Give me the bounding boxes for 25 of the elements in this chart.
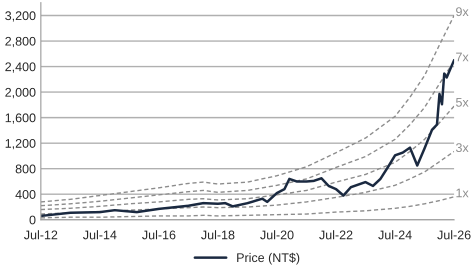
x-tick-label: Jul-14 (83, 230, 117, 240)
y-tick-label: 1,200 (6, 138, 36, 150)
series-label: 9x (456, 7, 469, 16)
series-label: 5x (456, 98, 469, 107)
x-tick-label: Jul-20 (260, 230, 294, 240)
x-tick-label: Jul-12 (24, 230, 58, 240)
x-tick-label: Jul-26 (437, 230, 471, 240)
series-label: 7x (456, 52, 469, 62)
legend-label: Price (NT$) (237, 252, 300, 265)
x-tick-label: Jul-24 (378, 230, 412, 240)
y-tick-label: 800 (16, 164, 36, 174)
line-series (40, 14, 454, 203)
y-tick-label: 400 (15, 190, 36, 199)
y-tick-label: 0 (30, 216, 36, 224)
line-series (40, 105, 454, 210)
y-tick-label: 1,600 (6, 113, 36, 124)
x-tick-label: Jul-22 (319, 230, 352, 240)
series-label: 3x (456, 143, 469, 152)
x-tick-label: Jul-18 (201, 230, 234, 240)
y-tick-label: 2,000 (5, 88, 36, 98)
x-tick-label: Jul-16 (142, 230, 176, 240)
y-tick-label: 2,400 (5, 62, 36, 73)
y-tick-label: 3,200 (5, 11, 36, 22)
y-tick-label: 2,800 (5, 36, 36, 48)
series-label: 1x (456, 188, 469, 198)
